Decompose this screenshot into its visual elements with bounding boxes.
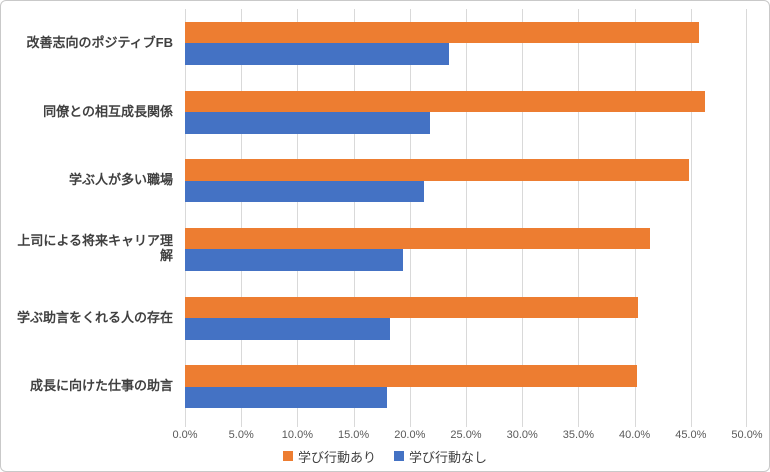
category-label: 学ぶ人が多い職場: [68, 172, 173, 188]
gridline: [241, 9, 243, 421]
bar-series-0-category-2: [185, 159, 689, 181]
x-tick-label: 15.0%: [337, 429, 370, 441]
x-tick-mark: [297, 421, 299, 427]
bar-series-0-category-1: [185, 90, 706, 112]
category-label: 上司による将来キャリア理解: [17, 233, 173, 264]
bar-series-0-category-0: [185, 21, 699, 44]
category-labels: 改善志向のポジティブFB 同僚との相互成長関係学ぶ人が多い職場上司による将来キャリ…: [1, 9, 179, 421]
gridline: [690, 9, 692, 421]
legend-swatch-icon: [282, 451, 293, 461]
category-label: 学ぶ助言をくれる人の存在: [16, 309, 173, 325]
x-tick-mark: [241, 421, 243, 427]
gridline: [466, 9, 467, 421]
legend-swatch-icon: [394, 451, 404, 461]
gridline: [522, 9, 524, 421]
bar-series-0-category-5: [185, 365, 637, 387]
gridline: [634, 9, 636, 421]
x-tick-mark: [690, 421, 692, 427]
x-tick-mark: [409, 421, 411, 427]
x-tick-label: 20.0%: [394, 429, 426, 441]
x-tick-mark: [185, 421, 186, 427]
bar-series-0-category-3: [185, 227, 651, 250]
x-tick-label: 10.0%: [281, 429, 313, 441]
bar-series-1-category-4: [185, 318, 390, 340]
bar-series-1-category-1: [185, 112, 431, 134]
x-tick-mark: [578, 421, 580, 427]
category-label: 同僚との相互成長関係: [43, 103, 173, 119]
x-tick-mark: [466, 421, 467, 427]
x-tick-mark: [522, 421, 524, 427]
x-tick-mark: [746, 421, 747, 427]
x-tick-label: 25.0%: [450, 429, 482, 441]
legend-label: 学び行動なし: [409, 449, 488, 465]
gridline: [297, 9, 299, 421]
legend: 学び行動あり 学び行動なし: [1, 445, 769, 467]
x-tick-mark: [634, 421, 636, 427]
category-label: 成長に向けた仕事の助言: [29, 378, 173, 394]
legend-label: 学び行動あり: [297, 449, 376, 465]
legend-item: 学び行動なし: [394, 447, 487, 466]
x-tick-label: 40.0%: [618, 429, 651, 441]
gridline: [353, 9, 355, 421]
bar-series-1-category-0: [185, 43, 450, 65]
category-label: 改善志向のポジティブFB: [26, 34, 173, 50]
x-tick-label: 50.0%: [731, 429, 763, 441]
x-axis: 0.0% 5.0% 10.0% 15.0% 20.0% 25.0% 30.0% 35.0% 40…: [172, 421, 763, 447]
gridline: [746, 9, 747, 421]
bar-series-1-category-5: [185, 386, 388, 409]
legend-item: 学び行動あり: [282, 447, 376, 466]
x-tick-label: 30.0%: [506, 429, 538, 441]
gridline: [185, 9, 186, 421]
x-tick-label: 5.0%: [228, 429, 254, 441]
gridline: [409, 9, 411, 421]
plot-area: [185, 9, 747, 421]
x-tick-label: 0.0%: [172, 429, 198, 441]
x-tick-label: 35.0%: [562, 429, 594, 441]
x-tick-mark: [353, 421, 355, 427]
bar-series-1-category-3: [185, 249, 404, 271]
x-tick-label: 45.0%: [675, 429, 707, 441]
bar-series-0-category-4: [185, 296, 638, 318]
bar-series-1-category-2: [185, 180, 425, 203]
gridline: [578, 9, 580, 421]
